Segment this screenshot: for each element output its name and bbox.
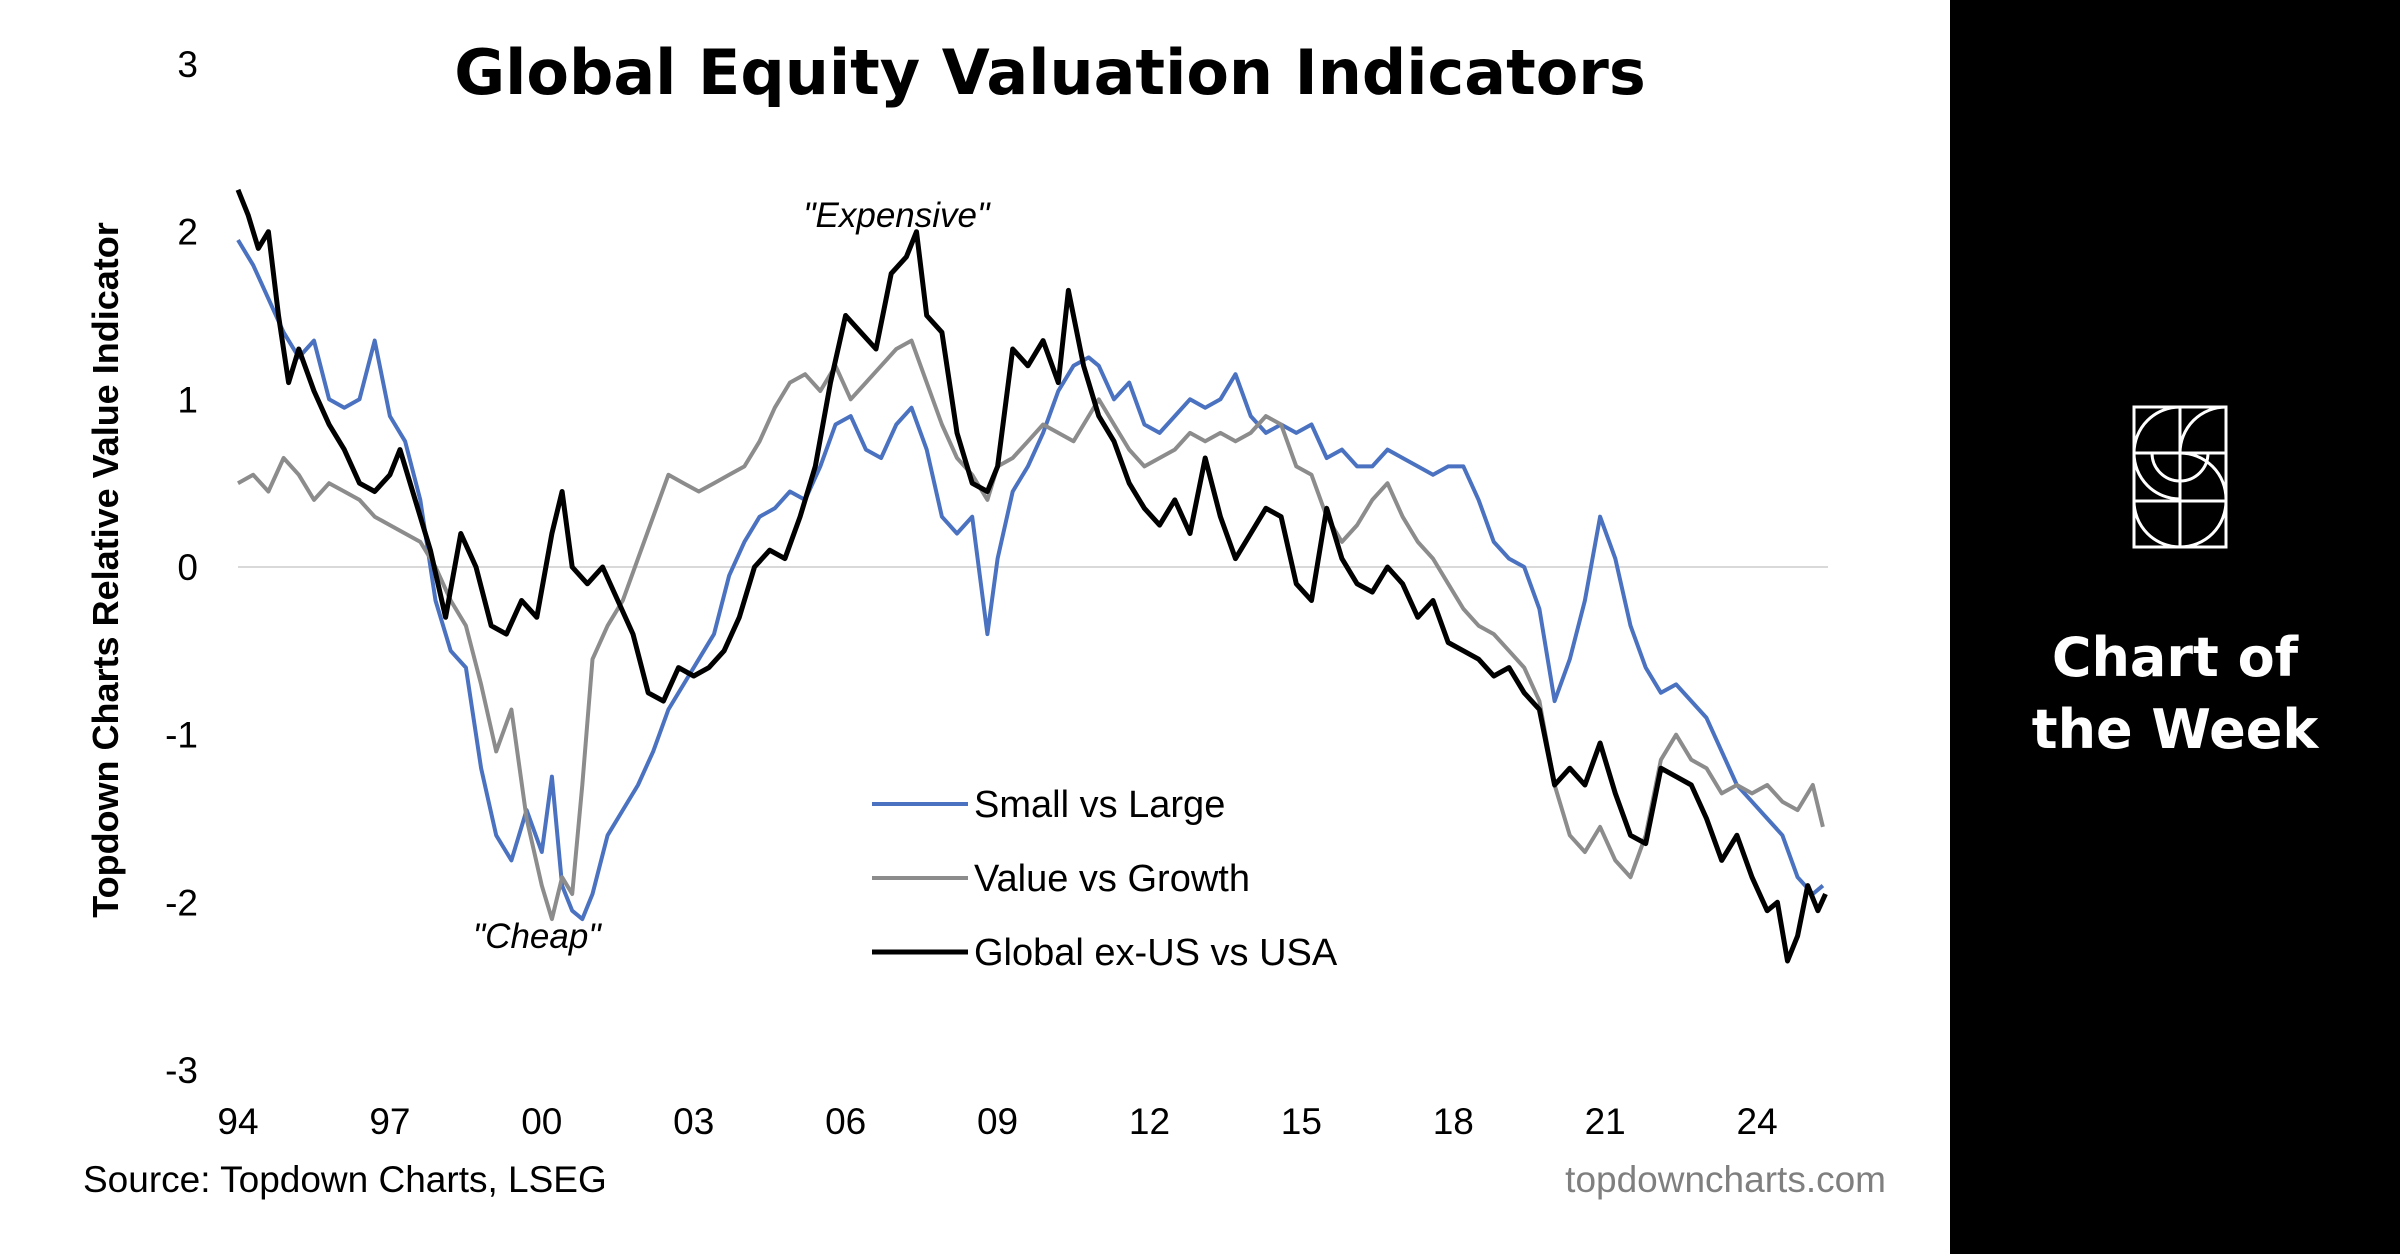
legend: Small vs Large Value vs Growth Global ex-U…: [872, 784, 1338, 974]
series-line-global-ex-us-vs-usa: [235, 188, 1828, 964]
y-tick-label: -1: [165, 715, 198, 756]
watermark: topdowncharts.com: [1565, 1159, 1886, 1200]
valuation-line-chart: Global Equity Valuation Indicators Topdo…: [83, 36, 1886, 1200]
chart-panel: Global Equity Valuation Indicators Topdo…: [0, 0, 1950, 1254]
side-panel: Chart of the Week: [1950, 0, 2400, 1254]
x-tick-label: 97: [369, 1101, 410, 1142]
y-tick-label: 3: [177, 44, 198, 85]
x-tick-label: 03: [673, 1101, 714, 1142]
side-title-line-1: Chart of: [2051, 626, 2299, 689]
source-note: Source: Topdown Charts, LSEG: [83, 1159, 607, 1200]
series-line-small-vs-large: [236, 238, 1825, 922]
y-tick-label: 0: [177, 547, 198, 588]
chart-title: Global Equity Valuation Indicators: [454, 36, 1646, 109]
x-tick-label: 18: [1433, 1101, 1474, 1142]
x-tick-label: 12: [1129, 1101, 1170, 1142]
y-tick-label: 1: [177, 379, 198, 420]
legend-label: Value vs Growth: [974, 858, 1250, 900]
y-axis-ticks: 3 2 1 0 -1 -2 -3: [165, 44, 198, 1091]
series-line-value-vs-growth: [237, 338, 1825, 922]
annotation-label: "Cheap": [473, 917, 603, 956]
x-tick-label: 09: [977, 1101, 1018, 1142]
x-axis-ticks: 94 97 00 03 06 09 12 15 18 21 24: [217, 1101, 1777, 1142]
x-tick-label: 94: [217, 1101, 258, 1142]
x-tick-label: 15: [1281, 1101, 1322, 1142]
x-tick-label: 00: [521, 1101, 562, 1142]
y-axis-label: Topdown Charts Relative Value Indicator: [85, 222, 126, 917]
y-tick-label: 2: [177, 212, 198, 253]
y-tick-label: -3: [165, 1050, 198, 1091]
x-tick-label: 21: [1585, 1101, 1626, 1142]
legend-label: Small vs Large: [974, 784, 1225, 826]
annotations: "Expensive" "Cheap": [473, 196, 991, 956]
x-tick-label: 06: [825, 1101, 866, 1142]
chart-of-the-week-title: Chart of the Week: [1950, 622, 2400, 766]
topdown-charts-logo-icon: [2132, 405, 2228, 549]
legend-label: Global ex-US vs USA: [974, 932, 1338, 974]
side-title-line-2: the Week: [2031, 698, 2319, 761]
series-lines: [235, 188, 1828, 964]
x-tick-label: 24: [1737, 1101, 1778, 1142]
y-tick-label: -2: [165, 882, 198, 923]
annotation-label: "Expensive": [803, 196, 991, 235]
